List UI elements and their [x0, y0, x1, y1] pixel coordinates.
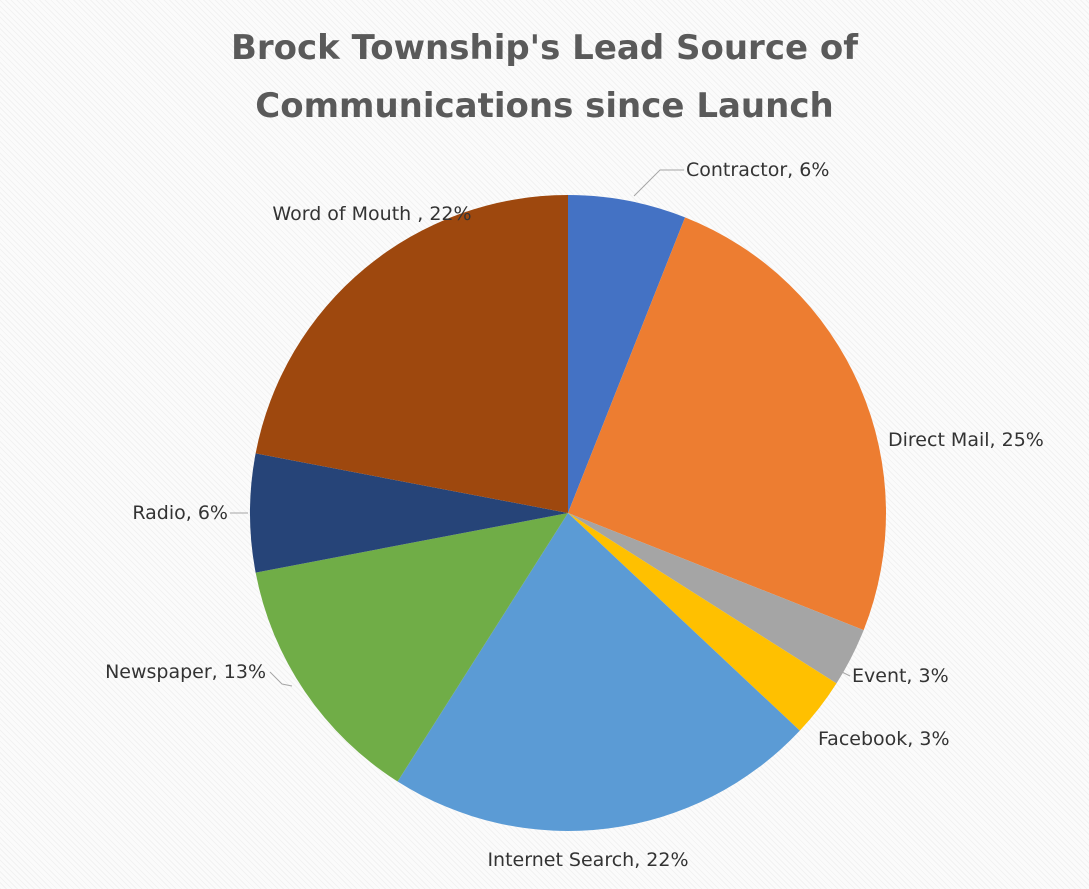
- pie-slice-facebook: [568, 513, 837, 731]
- leader-line-newspaper: [269, 671, 293, 687]
- data-label-contractor: Contractor, 6%: [686, 159, 829, 181]
- pie-slice-event: [568, 513, 864, 684]
- data-label-word-of-mouth: Word of Mouth , 22%: [272, 203, 471, 225]
- chart-title-line-2: Communications since Launch: [255, 86, 834, 126]
- chart-title-line-1: Brock Township's Lead Source of: [230, 28, 859, 68]
- data-label-internet-search: Internet Search, 22%: [487, 849, 688, 871]
- data-label-facebook: Facebook, 3%: [818, 728, 950, 750]
- pie-slice-radio: [250, 453, 569, 573]
- data-label-event: Event, 3%: [852, 665, 949, 687]
- leader-line-contractor: [633, 169, 684, 197]
- pie-slice-contractor: [568, 195, 686, 513]
- data-label-radio: Radio, 6%: [132, 502, 228, 524]
- pie-slice-internet-search: [397, 513, 800, 831]
- pie-slice-word-of-mouth: [255, 195, 568, 513]
- data-label-direct-mail: Direct Mail, 25%: [888, 429, 1044, 451]
- pie-slice-newspaper: [255, 513, 568, 782]
- data-label-newspaper: Newspaper, 13%: [105, 661, 266, 683]
- leader-line-event: [837, 669, 851, 677]
- pie-slice-direct-mail: [568, 217, 886, 631]
